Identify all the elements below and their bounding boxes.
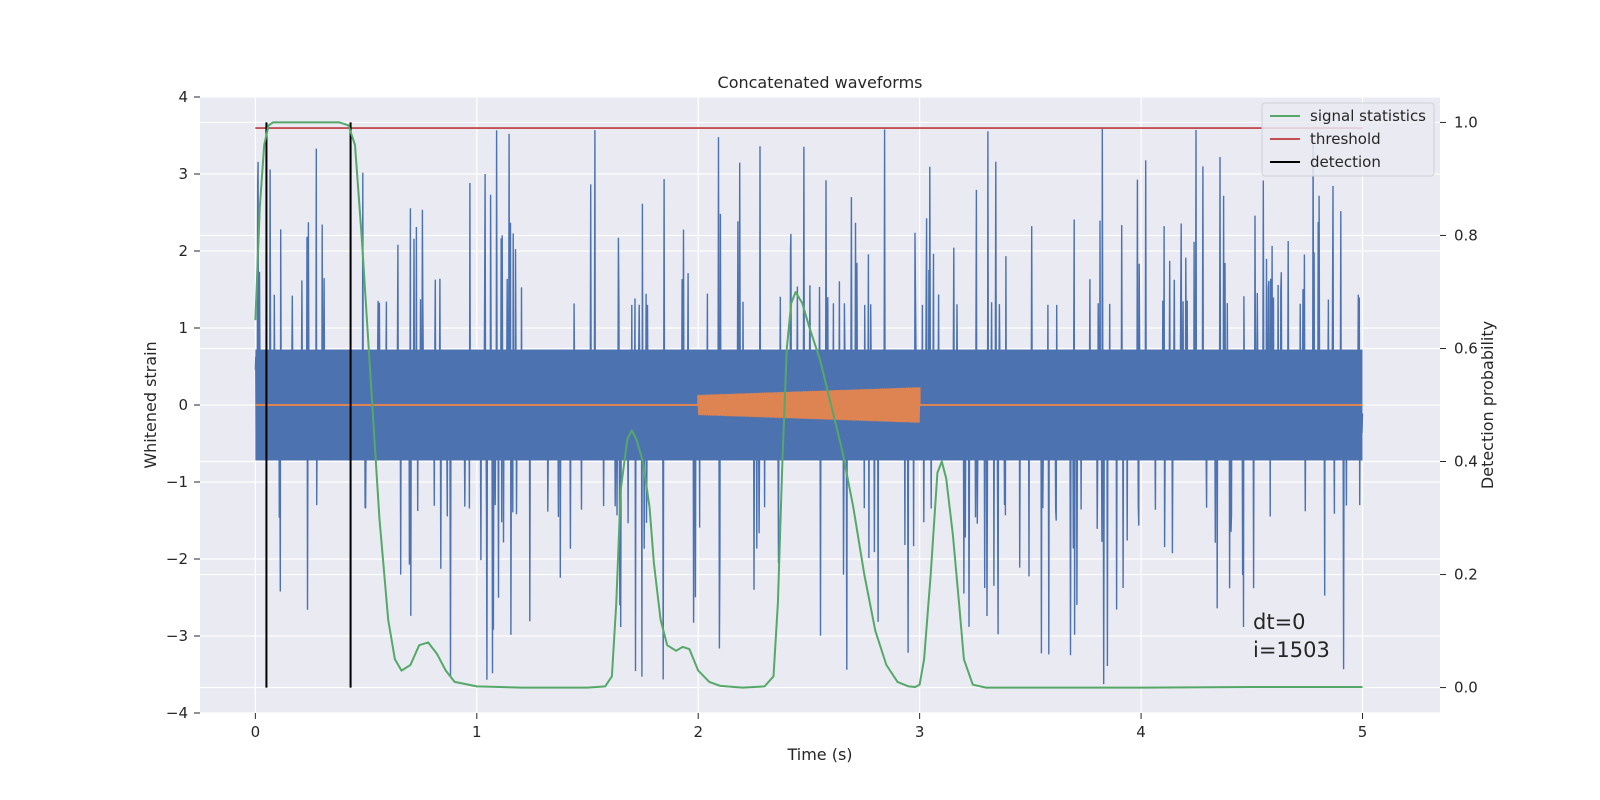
annotation-dt: dt=0 [1253,610,1306,634]
y2-tick-label: 0.6 [1454,339,1478,357]
y-tick-label: 0 [178,396,188,414]
y-tick-label: −2 [166,550,188,568]
y2-axis-label: Detection probability [1478,321,1497,489]
legend-label-signal-statistics: signal statistics [1310,107,1426,125]
chart-title: Concatenated waveforms [718,73,923,92]
y2-tick-label: 0.2 [1454,566,1478,584]
y-tick-label: −1 [166,473,188,491]
y-tick-label: 4 [178,88,188,106]
legend-label-threshold: threshold [1310,130,1381,148]
x-tick-label: 5 [1358,723,1368,741]
y-tick-label: 2 [178,242,188,260]
legend-box [1261,102,1435,177]
legend-label-detection: detection [1310,153,1381,171]
data-layer [254,121,1364,689]
x-axis-label: Time (s) [786,745,852,764]
y2-tick-label: 0.4 [1454,453,1478,471]
x-tick-label: 1 [472,723,482,741]
x-tick-label: 2 [693,723,703,741]
x-tick-label: 3 [915,723,925,741]
y2-tick-label: 0.8 [1454,226,1478,244]
x-tick-label: 4 [1136,723,1146,741]
frame-annotation: dt=0 i=1503 [1253,610,1330,662]
y-tick-label: −4 [166,704,188,722]
tick-layer: 4 3 2 1 0 −1 −2 −3 −4 1.0 0.8 0.6 0.4 0.2 0.0 0 1 2 3 4 5 [166,88,1478,741]
x-tick-label: 0 [251,723,261,741]
y-axis-label: Whitened strain [141,341,160,468]
y2-tick-label: 1.0 [1454,113,1478,131]
annotation-index: i=1503 [1253,638,1330,662]
y-tick-label: −3 [166,627,188,645]
y2-tick-label: 0.0 [1454,679,1478,697]
legend: signal statistics threshold detection [1261,102,1435,177]
y-tick-label: 3 [178,165,188,183]
signal-statistics-line [254,121,1363,689]
injection-chirp-line [255,387,1363,423]
y-tick-label: 1 [178,319,188,337]
